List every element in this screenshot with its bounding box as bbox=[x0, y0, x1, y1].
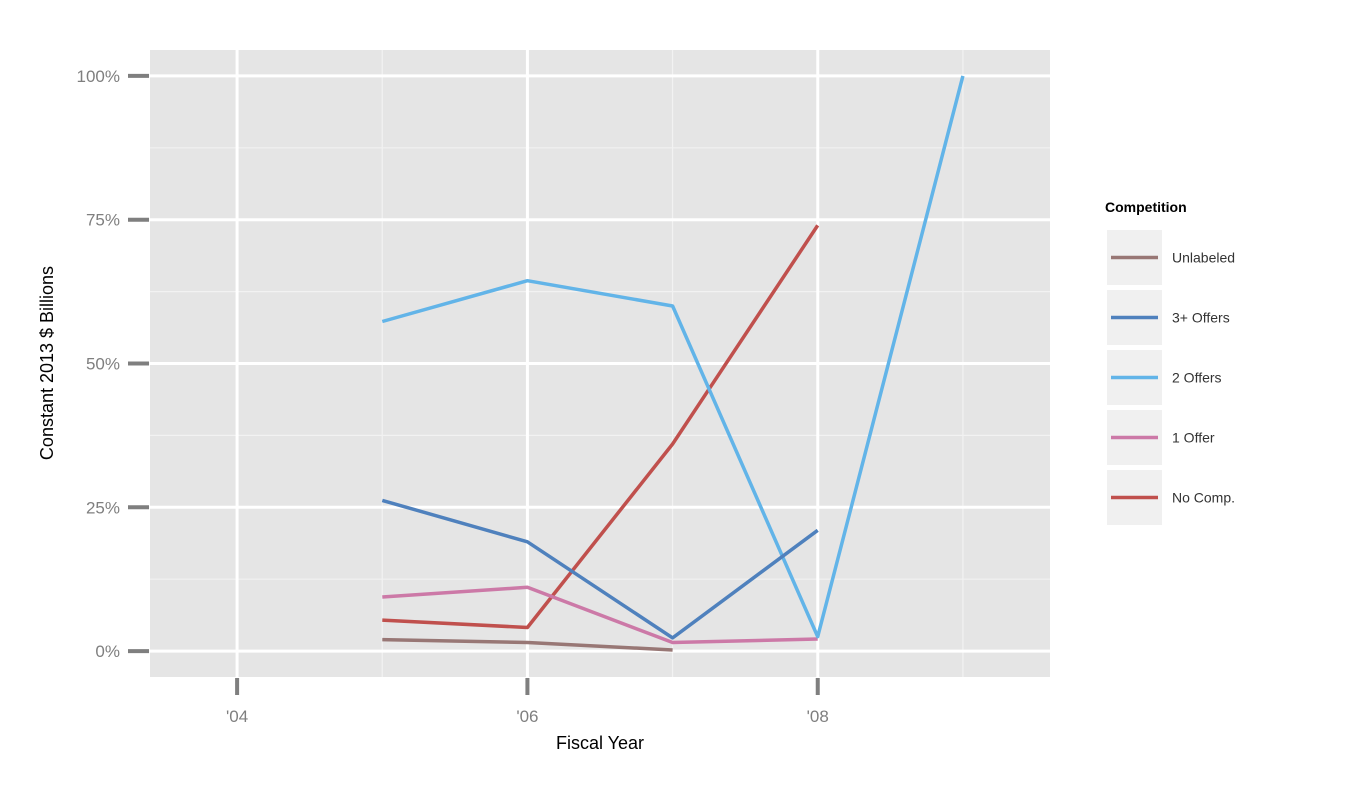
series-line-2-offers bbox=[381, 75, 965, 639]
y-tick-label: 75% bbox=[86, 211, 120, 230]
legend-item: Unlabeled bbox=[1107, 230, 1235, 285]
legend: Competition Unlabeled 3+ Offers 2 Offers 1 … bbox=[1105, 199, 1235, 525]
y-tick-label: 50% bbox=[86, 355, 120, 374]
legend-title: Competition bbox=[1105, 199, 1187, 215]
series-lines bbox=[381, 75, 965, 652]
y-axis-title: Constant 2013 $ Billions bbox=[37, 266, 57, 460]
legend-item: 2 Offers bbox=[1107, 350, 1222, 405]
major-gridlines bbox=[150, 50, 1050, 677]
legend-label: 1 Offer bbox=[1172, 430, 1215, 446]
y-tick-label: 100% bbox=[77, 67, 120, 86]
y-tick-label: 25% bbox=[86, 498, 120, 517]
axis-ticks bbox=[128, 73, 820, 695]
x-axis-title: Fiscal Year bbox=[556, 733, 644, 753]
series-line-no-comp bbox=[382, 224, 820, 630]
legend-item: 3+ Offers bbox=[1107, 290, 1230, 345]
legend-item: 1 Offer bbox=[1107, 410, 1215, 465]
series-line-unlabeled bbox=[382, 637, 673, 652]
legend-label: 2 Offers bbox=[1172, 370, 1222, 386]
legend-label: No Comp. bbox=[1172, 490, 1235, 506]
legend-label: Unlabeled bbox=[1172, 250, 1235, 266]
legend-label: 3+ Offers bbox=[1172, 310, 1230, 326]
y-tick-label: 0% bbox=[95, 642, 120, 661]
legend-items: Unlabeled 3+ Offers 2 Offers 1 Offer No Comp… bbox=[1107, 230, 1235, 525]
x-tick-label: '08 bbox=[807, 707, 829, 726]
x-tick-label: '06 bbox=[516, 707, 538, 726]
series-line-3-offers bbox=[381, 498, 819, 640]
legend-item: No Comp. bbox=[1107, 470, 1235, 525]
tick-labels: 0% 25% 50% 75% 100% '04 '06 '08 bbox=[77, 67, 829, 726]
x-tick-label: '04 bbox=[226, 707, 248, 726]
series-line-1-offer bbox=[382, 585, 818, 645]
